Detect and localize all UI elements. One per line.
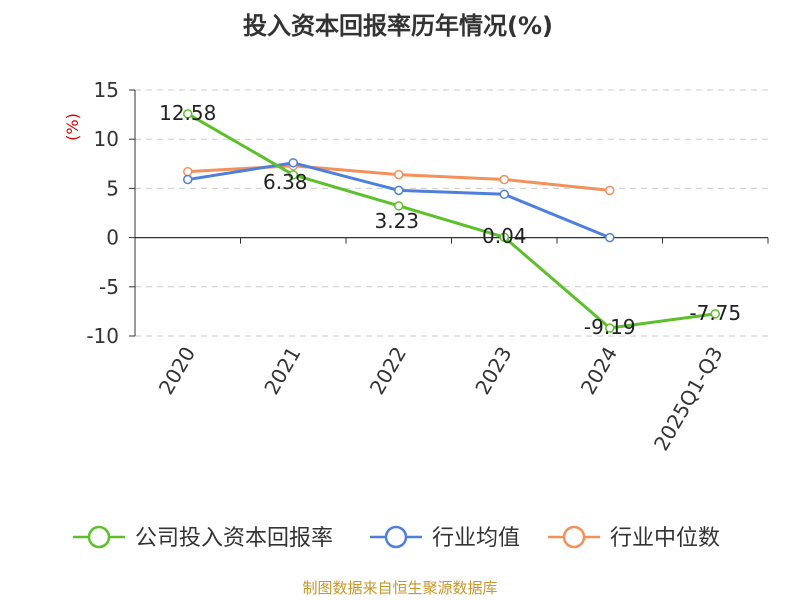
data-label: 12.58: [159, 101, 216, 125]
series-point-0: [288, 170, 298, 180]
series-point-0: [605, 323, 615, 333]
gridlines: [135, 89, 768, 337]
series-point-2: [394, 169, 404, 180]
y-axis-label: (%): [63, 113, 82, 141]
x-tick-label: 2020: [154, 343, 200, 399]
x-tick-label: 2022: [365, 343, 411, 399]
x-tick-label: 2021: [259, 343, 305, 399]
series-point-0: [499, 232, 509, 242]
series-point-1: [499, 189, 509, 200]
series-point-1: [394, 185, 404, 196]
chart-title: 投入资本回报率历年情况(%): [243, 12, 553, 40]
legend-swatch-marker: [87, 525, 111, 549]
x-tick-label: 2023: [470, 343, 516, 399]
y-tick-label: 0: [106, 226, 119, 250]
source-note: 制图数据来自恒生聚源数据库: [302, 579, 497, 597]
legend: 公司投入资本回报率 行业均值 行业中位数: [73, 525, 720, 551]
series-line-0: [186, 112, 716, 330]
series-point-2: [183, 166, 193, 177]
x-tick-label: 2024: [576, 343, 622, 399]
series-point-0: [394, 201, 404, 211]
data-label: 6.38: [263, 170, 308, 194]
series-point-0: [710, 309, 720, 319]
y-tick-label: -5: [99, 275, 119, 299]
x-tick-labels: 2020 2021 2022 2023 2024 2025Q1-Q3: [154, 343, 728, 455]
legend-label: 行业中位数: [610, 526, 720, 551]
y-tick-label: 10: [94, 127, 119, 151]
series-point-1: [288, 158, 298, 168]
legend-label: 公司投入资本回报率: [135, 526, 333, 551]
data-label: 0.04: [482, 224, 527, 248]
series-point-2: [605, 185, 615, 196]
series-point-2: [499, 174, 509, 185]
legend-swatch-marker: [562, 525, 586, 549]
y-tick-labels: 15 10 5 0 -5 -10: [86, 78, 119, 348]
x-tick-label: 2025Q1-Q3: [649, 343, 728, 455]
series-point-1: [605, 232, 615, 243]
series-lines: [183, 109, 720, 333]
axes: [129, 89, 769, 337]
data-labels: 12.58 6.38 3.23 0.04 -9.19 -7.75: [159, 101, 741, 339]
legend-swatch-marker: [384, 525, 408, 549]
y-tick-label: 15: [94, 78, 119, 102]
y-tick-label: 5: [106, 176, 119, 200]
series-point-0: [183, 109, 193, 119]
data-label: 3.23: [374, 209, 419, 233]
data-label: -9.19: [584, 315, 636, 339]
y-tick-label: -10: [86, 324, 119, 348]
series-point-1: [183, 174, 193, 185]
data-label: -7.75: [689, 301, 741, 325]
legend-label: 行业均值: [432, 526, 520, 551]
